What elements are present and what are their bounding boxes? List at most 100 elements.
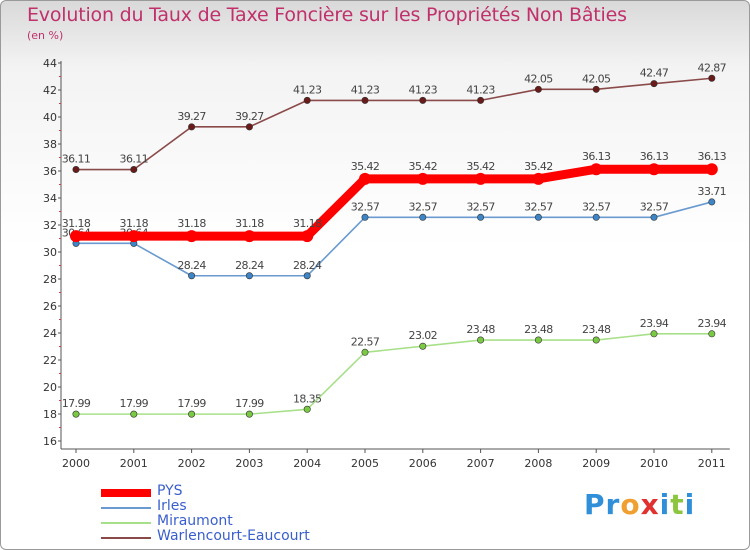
data-label: 39.27: [235, 110, 264, 123]
series-line-irles: [75, 201, 713, 277]
y-tick-label: 32: [43, 219, 57, 232]
logo-letter: i: [659, 488, 671, 521]
data-point: [650, 330, 658, 338]
data-label: 35.42: [351, 160, 380, 173]
x-tick-label: 2010: [640, 457, 668, 470]
series-line-pys: [71, 164, 717, 241]
y-tick-label: 26: [43, 300, 57, 313]
data-point: [303, 405, 311, 413]
x-tick-label: 2011: [698, 457, 726, 470]
data-label: 17.99: [62, 397, 91, 410]
data-label: 17.99: [120, 397, 149, 410]
y-tick-label: 18: [43, 408, 57, 421]
data-label: 28.24: [235, 259, 264, 272]
data-label: 41.23: [293, 83, 322, 96]
y-tick-label: 38: [43, 138, 57, 151]
data-point: [130, 166, 138, 174]
data-point: [188, 123, 196, 131]
data-label: 42.05: [524, 72, 553, 85]
data-label: 32.57: [409, 200, 438, 213]
x-tick-label: 2004: [293, 457, 321, 470]
data-point: [650, 213, 658, 221]
data-point: [361, 96, 369, 104]
data-point: [708, 74, 716, 82]
data-label: 36.13: [640, 150, 669, 163]
data-label: 32.57: [466, 200, 495, 213]
y-tick-label: 28: [43, 273, 57, 286]
y-tick-label: 30: [43, 246, 57, 259]
data-point: [592, 85, 600, 93]
y-axis-unit: (en %): [27, 29, 64, 42]
x-tick-label: 2005: [351, 457, 379, 470]
legend-label: Miraumont: [157, 513, 233, 529]
data-point: [592, 213, 600, 221]
data-label: 36.11: [62, 153, 91, 166]
chart-title: Evolution du Taux de Taxe Foncière sur l…: [27, 4, 627, 26]
data-point: [303, 96, 311, 104]
data-label: 23.48: [466, 323, 495, 336]
data-point: [705, 163, 718, 176]
data-point: [72, 166, 80, 174]
legend-swatch: [101, 537, 151, 539]
y-tick-label: 22: [43, 354, 57, 367]
data-label: 32.57: [351, 200, 380, 213]
x-tick-label: 2003: [235, 457, 263, 470]
legend-swatch: [101, 489, 151, 497]
data-label: 42.47: [640, 67, 669, 80]
data-label: 17.99: [235, 397, 264, 410]
y-tick-label: 20: [43, 381, 57, 394]
logo-letter: t: [670, 488, 685, 521]
data-label: 31.18: [120, 217, 149, 230]
data-point: [72, 410, 80, 418]
data-label: 31.18: [235, 217, 264, 230]
data-label: 35.42: [466, 160, 495, 173]
data-point: [130, 410, 138, 418]
x-tick-label: 2000: [62, 457, 90, 470]
data-label: 23.94: [640, 317, 669, 330]
data-point: [648, 163, 660, 176]
data-point: [477, 336, 485, 344]
x-tick-label: 2009: [582, 457, 610, 470]
data-label: 22.57: [351, 335, 380, 348]
data-point: [592, 336, 600, 344]
y-tick-label: 40: [43, 111, 57, 124]
data-label: 23.48: [582, 323, 611, 336]
data-label: 18.35: [293, 392, 322, 405]
x-tick-label: 2006: [409, 457, 437, 470]
data-point: [127, 230, 140, 243]
data-point: [477, 96, 485, 104]
data-point: [419, 213, 427, 221]
data-point: [419, 96, 427, 104]
data-point: [70, 230, 82, 243]
proxiti-logo: Proxiti: [584, 488, 695, 521]
data-point: [477, 213, 485, 221]
data-point: [708, 330, 716, 338]
data-point: [303, 272, 311, 280]
y-tick-label: 44: [43, 57, 57, 70]
logo-letter: r: [605, 488, 621, 521]
data-point: [188, 410, 196, 418]
data-label: 28.24: [177, 259, 206, 272]
data-point: [534, 85, 542, 93]
legend-swatch: [101, 522, 151, 524]
y-tick-label: 24: [43, 327, 57, 340]
logo-letter: x: [640, 488, 660, 521]
x-tick-label: 2008: [524, 457, 552, 470]
data-label: 17.99: [177, 397, 206, 410]
legend-label: Irles: [157, 498, 187, 514]
logo-letter: P: [584, 488, 606, 521]
data-label: 31.18: [62, 217, 91, 230]
data-label: 41.23: [351, 83, 380, 96]
data-point: [532, 172, 545, 185]
data-label: 28.24: [293, 259, 322, 272]
data-point: [708, 198, 716, 206]
data-label: 35.42: [409, 160, 438, 173]
y-tick-label: 36: [43, 165, 57, 178]
legend-swatch: [101, 507, 151, 509]
data-label: 32.57: [582, 200, 611, 213]
data-label: 36.13: [698, 150, 727, 163]
data-label: 42.05: [582, 72, 611, 85]
data-point: [245, 410, 253, 418]
data-point: [419, 342, 427, 350]
